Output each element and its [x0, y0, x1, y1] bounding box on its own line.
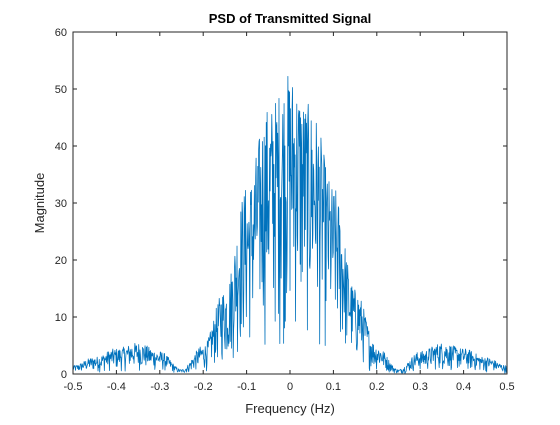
y-tick-label: 0: [61, 369, 67, 381]
y-ticks: 0 10 20 30 40 50 60: [55, 27, 507, 381]
x-tick-label: 0.4: [456, 381, 471, 393]
y-tick-label: 10: [55, 312, 67, 324]
x-tick-label: 0.2: [369, 381, 384, 393]
y-tick-label: 50: [55, 84, 67, 96]
y-tick-label: 60: [55, 27, 67, 39]
x-axis-label: Frequency (Hz): [245, 401, 335, 416]
y-tick-label: 30: [55, 198, 67, 210]
x-tick-label: 0: [287, 381, 293, 393]
x-ticks: -0.5 -0.4 -0.3 -0.2 -0.1 0 0.1 0.2 0.3 0.4 0.5: [64, 32, 515, 393]
y-tick-label: 40: [55, 141, 67, 153]
x-tick-label: -0.3: [150, 381, 169, 393]
x-tick-label: -0.5: [64, 381, 83, 393]
y-tick-label: 20: [55, 255, 67, 267]
x-tick-label: -0.1: [237, 381, 256, 393]
x-tick-label: -0.2: [194, 381, 213, 393]
psd-series-line: [72, 76, 508, 374]
y-axis-label: Magnitude: [32, 173, 47, 234]
data-layer: [72, 76, 508, 374]
chart-title: PSD of Transmitted Signal: [209, 11, 372, 26]
x-tick-label: -0.4: [107, 381, 126, 393]
x-tick-label: 0.1: [326, 381, 341, 393]
x-tick-label: 0.3: [413, 381, 428, 393]
x-tick-label: 0.5: [499, 381, 514, 393]
